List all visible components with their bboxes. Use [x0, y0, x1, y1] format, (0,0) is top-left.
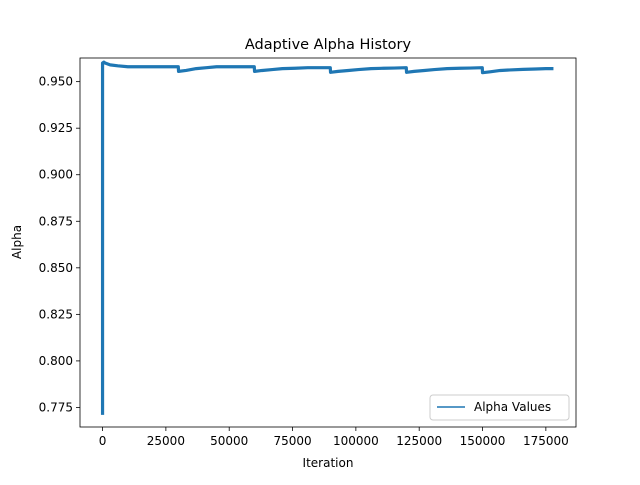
y-axis-ticks: 0.775 0.800 0.825 0.850 0.875 0.900 0.925 0.950 [39, 75, 80, 414]
y-tick-label: 0.825 [39, 307, 73, 321]
axes-frame [79, 57, 577, 428]
y-tick-label: 0.850 [39, 261, 73, 275]
x-tick-label: 125000 [396, 434, 442, 448]
y-tick-label: 0.800 [39, 354, 73, 368]
series-line-alpha-values [100, 60, 554, 415]
x-tick-label: 0 [99, 434, 107, 448]
y-tick-label: 0.900 [39, 168, 73, 182]
x-tick-label: 25000 [147, 434, 185, 448]
x-tick-label: 75000 [273, 434, 311, 448]
x-tick-label: 150000 [460, 434, 506, 448]
x-axis-label: Iteration [303, 456, 354, 470]
x-tick-label: 100000 [333, 434, 379, 448]
y-tick-label: 0.875 [39, 214, 73, 228]
x-tick-label: 175000 [523, 434, 569, 448]
y-tick-label: 0.950 [39, 75, 73, 89]
y-tick-label: 0.925 [39, 121, 73, 135]
legend-label-alpha-values: Alpha Values [474, 400, 551, 414]
x-axis-ticks: 0 25000 50000 75000 100000 125000 150000 175000 [99, 427, 569, 448]
legend-box [429, 394, 570, 421]
y-tick-label: 0.775 [39, 400, 73, 414]
plot-area [100, 60, 554, 415]
x-tick-label: 50000 [210, 434, 248, 448]
chart-title: Adaptive Alpha History [245, 37, 412, 53]
legend: Alpha Values [429, 394, 570, 421]
y-axis-label: Alpha [10, 225, 24, 259]
